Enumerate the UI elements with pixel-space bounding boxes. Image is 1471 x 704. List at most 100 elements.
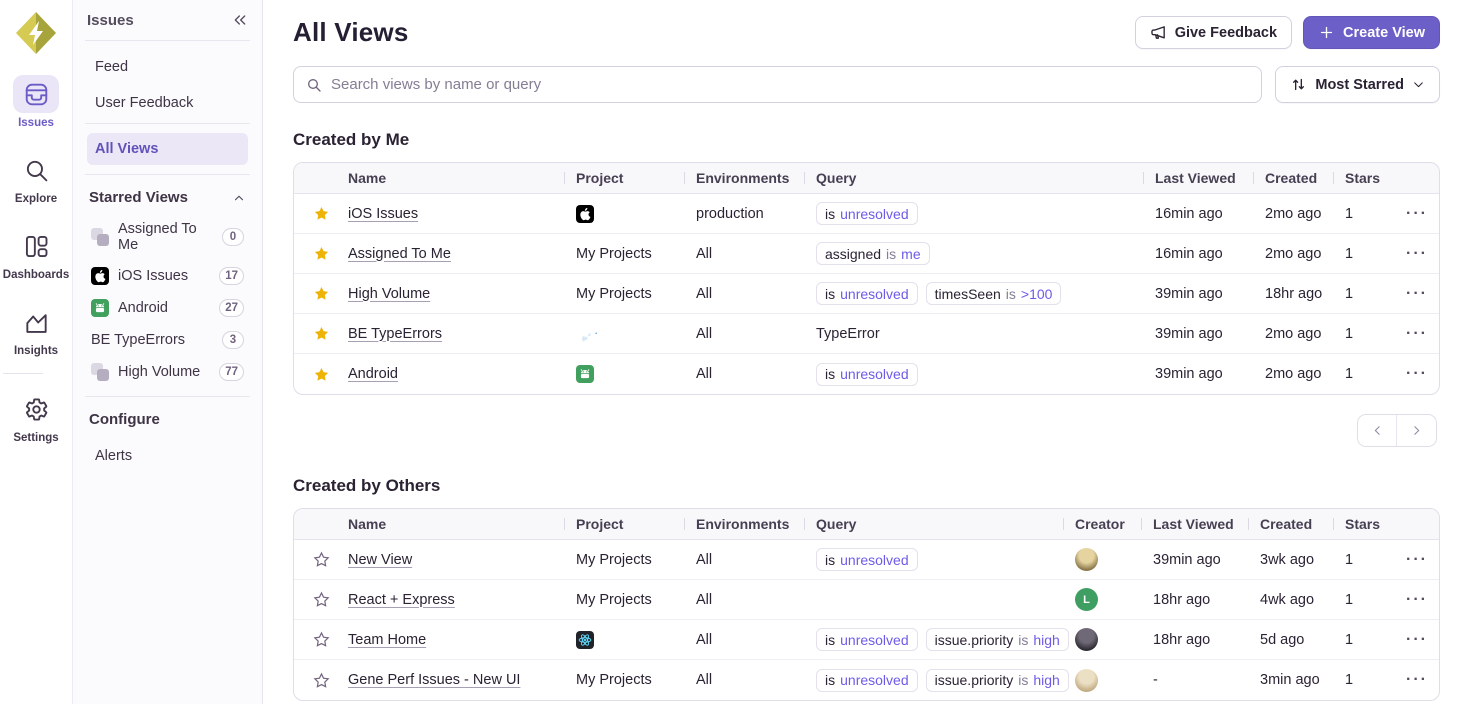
column-header-environments: Environments	[684, 516, 816, 532]
main-content: All Views Give Feedback Create View	[263, 0, 1471, 704]
column-header-name: Name	[348, 170, 387, 186]
row-menu-button[interactable]: ···	[1406, 204, 1428, 222]
view-name-link[interactable]: Android	[348, 366, 398, 382]
view-name-link[interactable]: Assigned To Me	[348, 245, 451, 262]
rail-item-insights[interactable]: Insights	[3, 303, 69, 357]
created-by-others-heading: Created by Others	[293, 476, 441, 495]
column-header-last-viewed: Last Viewed	[1143, 170, 1265, 186]
row-menu-button[interactable]: ···	[1406, 671, 1428, 688]
view-name-link[interactable]: High Volume	[348, 285, 431, 302]
table-row: Assigned To Me My Projects All assigned is me…	[294, 234, 1439, 274]
divider	[85, 123, 250, 124]
query-token-chip: is unresolved	[816, 362, 918, 386]
prev-page-button[interactable]	[1358, 415, 1397, 446]
sidebar-item-alerts[interactable]: Alerts	[95, 448, 133, 464]
sort-dropdown[interactable]: Most Starred	[1275, 66, 1440, 103]
android-icon	[91, 299, 109, 317]
row-menu-button[interactable]: ···	[1406, 324, 1428, 342]
my-projects-icon	[91, 228, 109, 246]
query-cell: is unresolved timesSeen is >100	[816, 282, 1155, 305]
query-token-chip: issue.priority is high	[925, 628, 1069, 651]
issue-count-badge: 3	[222, 331, 244, 349]
starred-view-label: iOS Issues	[118, 268, 189, 284]
rail-item-label: Issues	[18, 117, 54, 129]
stars-count-cell: 1	[1345, 631, 1354, 648]
sidebar-item-user-feedback[interactable]: User Feedback	[95, 95, 194, 111]
last-viewed-cell: 39min ago	[1155, 285, 1223, 302]
query-cell: TypeError	[816, 326, 1155, 342]
page-title: All Views	[293, 17, 409, 47]
row-menu-button[interactable]: ···	[1406, 284, 1428, 302]
rail-item-issues[interactable]: Issues	[3, 75, 69, 129]
star-filled-icon[interactable]	[313, 366, 330, 383]
nav-rail: Issues Explore Dashboards Insights Settings	[0, 0, 73, 704]
view-name-link[interactable]: New View	[348, 551, 413, 568]
created-cell: 2mo ago	[1265, 205, 1322, 222]
starred-view-high-volume[interactable]: High Volume 77	[87, 356, 248, 388]
rail-item-explore[interactable]: Explore	[3, 151, 69, 205]
create-view-button[interactable]: Create View	[1303, 16, 1440, 49]
star-outline-icon[interactable]	[313, 672, 330, 689]
query-token-chip: assigned is me	[816, 242, 930, 265]
row-menu-button[interactable]: ···	[1406, 590, 1428, 608]
next-page-button[interactable]	[1397, 415, 1436, 446]
view-name-link[interactable]: Gene Perf Issues - New UI	[348, 672, 521, 688]
query-cell: assigned is me	[816, 242, 1155, 265]
last-viewed-cell: 18hr ago	[1153, 591, 1211, 608]
sidebar-item-all-views[interactable]: All Views	[87, 133, 248, 165]
query-token-chip: is unresolved	[816, 668, 918, 692]
view-name-link[interactable]: React + Express	[348, 591, 455, 608]
star-outline-icon[interactable]	[313, 631, 330, 648]
sidebar-item-feed[interactable]: Feed	[95, 59, 129, 75]
environments-cell: All	[696, 672, 713, 688]
star-outline-icon[interactable]	[313, 551, 330, 568]
pagination	[1357, 414, 1437, 447]
view-name-link[interactable]: Team Home	[348, 631, 427, 648]
starred-view-label: Android	[118, 300, 168, 316]
issue-count-badge: 17	[219, 267, 244, 285]
starred-view-android[interactable]: Android 27	[87, 292, 248, 324]
query-token-chip: timesSeen is >100	[925, 282, 1062, 305]
starred-view-assigned-to-me[interactable]: Assigned To Me 0	[87, 214, 248, 260]
insights-icon	[13, 303, 59, 341]
stars-count-cell: 1	[1345, 591, 1354, 608]
environments-cell: All	[696, 325, 713, 342]
double-chevron-left-icon[interactable]	[232, 12, 248, 28]
stars-count-cell: 1	[1345, 285, 1354, 302]
view-name-link[interactable]: iOS Issues	[348, 205, 419, 222]
search-views-input[interactable]	[331, 76, 1250, 93]
starred-view-ios-issues[interactable]: iOS Issues 17	[87, 260, 248, 292]
sentry-logo[interactable]	[13, 9, 59, 57]
chevron-up-icon[interactable]	[232, 191, 246, 205]
last-viewed-cell: 39min ago	[1155, 325, 1223, 342]
issue-count-badge: 77	[219, 363, 244, 381]
divider	[85, 396, 250, 397]
issue-count-badge: 27	[219, 299, 244, 317]
starred-view-label: Assigned To Me	[118, 221, 197, 253]
starred-view-be-typeerrors[interactable]: BE TypeErrors 3	[87, 324, 248, 356]
rail-item-label: Insights	[13, 345, 59, 357]
rail-item-settings[interactable]: Settings	[3, 390, 69, 444]
row-menu-button[interactable]: ···	[1406, 630, 1428, 648]
project-cell	[576, 630, 696, 649]
environments-cell: production	[696, 205, 764, 222]
table-row: New View My Projects All is unresolved 39min …	[294, 540, 1439, 580]
query-cell: is unresolved issue.priority is high	[816, 628, 1075, 651]
row-menu-button[interactable]: ···	[1406, 365, 1428, 382]
row-menu-button[interactable]: ···	[1406, 244, 1428, 262]
table-row: BE TypeErrors All TypeError 39min ago 2mo ag…	[294, 314, 1439, 354]
view-name-link[interactable]: BE TypeErrors	[348, 325, 443, 342]
star-filled-icon[interactable]	[313, 285, 330, 302]
table-row: Gene Perf Issues - New UI My Projects All i…	[294, 660, 1439, 700]
column-header-query: Query	[804, 516, 1075, 532]
star-filled-icon[interactable]	[313, 205, 330, 222]
row-menu-button[interactable]: ···	[1406, 550, 1428, 568]
star-filled-icon[interactable]	[313, 245, 330, 262]
star-filled-icon[interactable]	[313, 325, 330, 342]
divider	[85, 174, 250, 175]
star-outline-icon[interactable]	[313, 591, 330, 608]
created-cell: 4wk ago	[1260, 591, 1315, 608]
give-feedback-button[interactable]: Give Feedback	[1134, 16, 1293, 49]
rail-item-dashboards[interactable]: Dashboards	[3, 227, 69, 281]
created-by-others-table: Name Project Environments Query Creator Last …	[293, 508, 1440, 701]
